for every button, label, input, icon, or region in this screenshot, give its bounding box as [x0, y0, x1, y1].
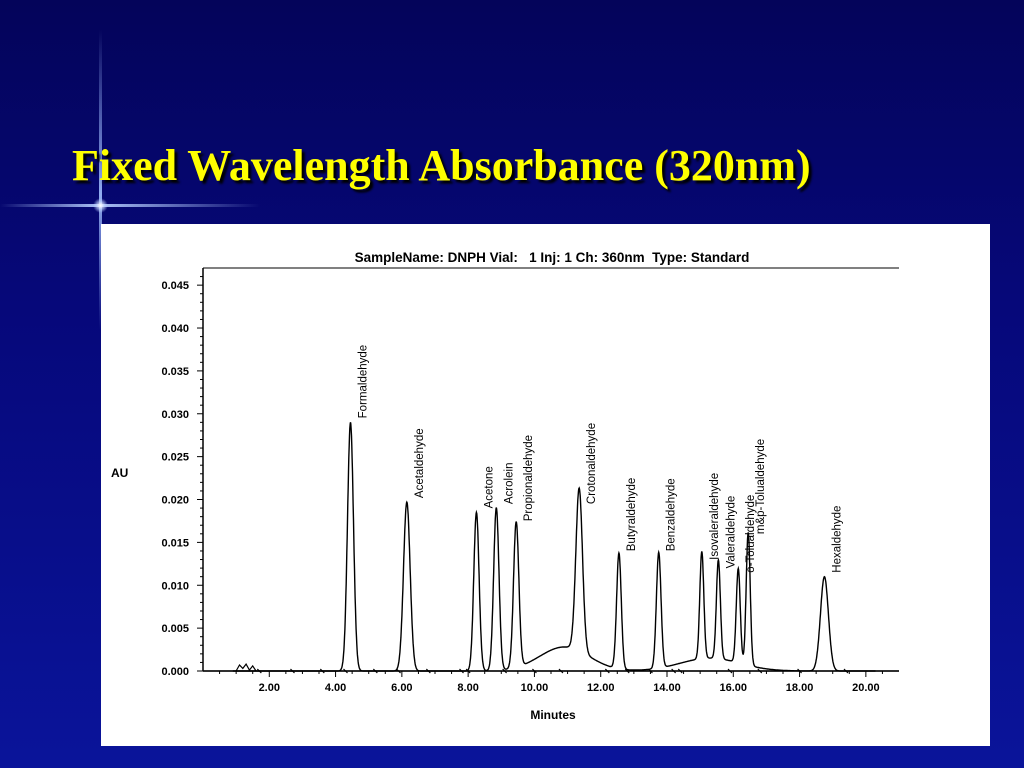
x-tick-label: 6.00	[391, 682, 412, 694]
peak-label: Isovaleraldehyde	[709, 473, 721, 560]
slide-title: Fixed Wavelength Absorbance (320nm)	[72, 141, 811, 190]
peak-label: o-Tolualdehyde	[745, 495, 757, 573]
x-tick-label: 8.00	[457, 682, 478, 694]
chromatogram-trace	[232, 422, 876, 672]
chart-title: SampleName: DNPH Vial: 1 Inj: 1 Ch: 360n…	[355, 250, 750, 265]
chromatogram-chart: SampleName: DNPH Vial: 1 Inj: 1 Ch: 360n…	[111, 250, 899, 722]
x-axis-ticks: 2.00 4.00 6.00 8.00 10.00 12.00 14.00 16.00 18.0…	[219, 671, 883, 694]
integration-marker	[343, 668, 348, 674]
x-tick-label: 4.00	[325, 682, 346, 694]
y-tick-label: 0.005	[161, 623, 189, 635]
integration-marker	[319, 668, 325, 674]
peak-label: Valeraldehyde	[725, 496, 737, 569]
y-axis-label: AU	[111, 466, 128, 480]
peak-labels: Formaldehyde Acetaldehyde Acetone Acrolein P…	[357, 345, 843, 573]
integration-marker	[624, 668, 630, 674]
y-tick-label: 0.000	[161, 666, 189, 678]
integration-marker	[459, 668, 464, 674]
integration-marker	[465, 668, 471, 674]
integration-marker	[532, 668, 537, 674]
peak-label: Propionaldehyde	[523, 435, 535, 521]
peak-label: Butyraldehyde	[626, 478, 638, 552]
integration-marker	[843, 668, 849, 674]
y-tick-label: 0.045	[161, 280, 189, 292]
x-axis-label: Minutes	[530, 708, 576, 722]
peak-label: Hexaldehyde	[831, 506, 843, 573]
integration-marker	[604, 668, 610, 674]
x-tick-label: 16.00	[720, 682, 748, 694]
y-tick-label: 0.025	[161, 452, 189, 464]
y-tick-label: 0.010	[161, 580, 189, 592]
integration-marker	[290, 668, 295, 674]
axes-frame	[202, 267, 899, 672]
baseline-noise	[235, 663, 257, 672]
y-tick-label: 0.040	[161, 323, 189, 335]
integration-marker	[648, 668, 653, 674]
integration-marker	[372, 668, 378, 674]
integration-marker	[677, 668, 683, 674]
peak-label: Acetaldehyde	[414, 428, 426, 498]
x-tick-label: 2.00	[259, 682, 280, 694]
peak-label: Acrolein	[503, 463, 515, 505]
y-axis-ticks: 0.000 0.005 0.010 0.015 0.020 0.025 0.030 0.035…	[161, 276, 203, 678]
integration-marker	[797, 668, 802, 674]
integration-marker	[671, 668, 677, 674]
peak-label: Benzaldehyde	[666, 478, 678, 551]
y-tick-label: 0.015	[161, 537, 189, 549]
y-tick-label: 0.020	[161, 495, 189, 507]
peak-label: m&p-Tolualdehyde	[755, 439, 767, 534]
peak-label: Formaldehyde	[357, 345, 369, 419]
light-flare-horizontal	[0, 204, 260, 207]
x-tick-label: 14.00	[653, 682, 681, 694]
integration-marker	[502, 668, 508, 674]
y-tick-label: 0.030	[161, 409, 189, 421]
integration-marker	[425, 668, 431, 674]
trace-layer	[203, 422, 899, 674]
x-tick-label: 20.00	[852, 682, 880, 694]
x-tick-label: 12.00	[587, 682, 615, 694]
chromatogram-panel: SampleName: DNPH Vial: 1 Inj: 1 Ch: 360n…	[101, 224, 990, 746]
peak-label: Crotonaldehyde	[586, 423, 598, 504]
peak-label: Acetone	[483, 466, 495, 508]
integration-marker	[558, 668, 564, 674]
integration-marker	[757, 668, 763, 674]
light-flare-vertical	[99, 30, 102, 330]
integration-marker	[396, 668, 401, 674]
x-tick-label: 18.00	[786, 682, 814, 694]
x-tick-label: 10.00	[521, 682, 549, 694]
y-tick-label: 0.035	[161, 366, 189, 378]
integration-marker	[256, 668, 262, 674]
light-flare-center	[93, 198, 108, 213]
integration-marker	[727, 668, 733, 674]
